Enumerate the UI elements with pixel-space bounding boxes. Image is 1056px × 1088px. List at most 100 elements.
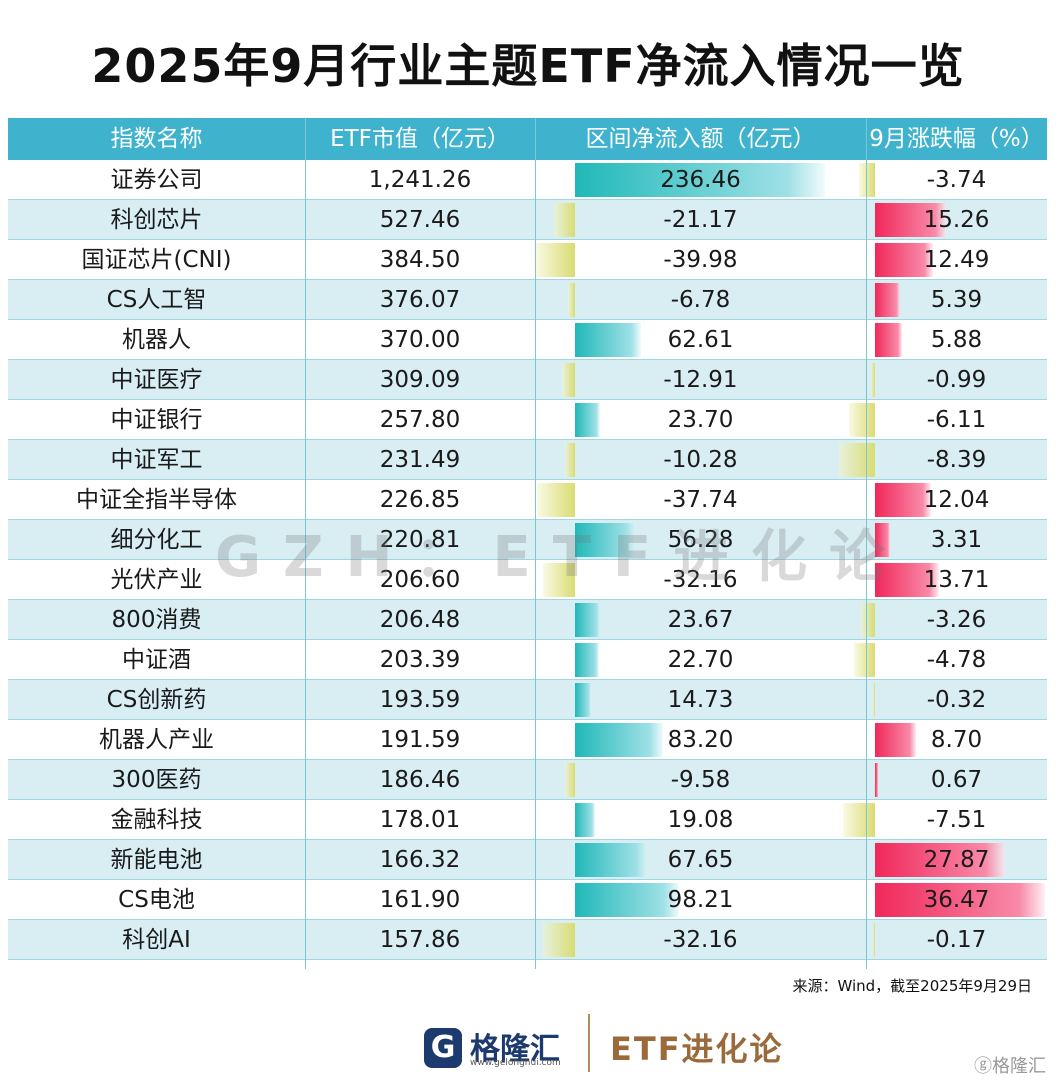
cell-change: 5.39 <box>866 280 1047 320</box>
net-inflow-bar <box>575 163 825 197</box>
cell-market-cap: 257.80 <box>379 407 461 433</box>
change-bar <box>875 243 934 277</box>
page-title: 2025年9月行业主题ETF净流入情况一览 <box>91 39 965 93</box>
net-inflow-bar <box>553 203 575 237</box>
table-row: 300医药 186.46 -9.58 0.67 <box>8 760 1047 800</box>
cell-name: 800消费 <box>111 607 202 633</box>
change-value: 13.71 <box>923 567 990 593</box>
net-inflow-bar <box>575 803 596 837</box>
cell-net-inflow: -37.74 <box>535 480 866 520</box>
header-net-inflow: 区间净流入额（亿元） <box>585 126 816 152</box>
cell-net-inflow: 22.70 <box>535 640 866 680</box>
cell-change: -3.26 <box>860 600 1047 640</box>
change-bar <box>848 403 875 437</box>
cell-net-inflow: -10.28 <box>535 440 866 480</box>
net-inflow-bar <box>565 763 575 797</box>
net-inflow-value: 14.73 <box>667 687 734 713</box>
cell-market-cap: 178.01 <box>379 807 461 833</box>
net-inflow-bar <box>537 483 575 517</box>
net-inflow-bar <box>575 643 599 677</box>
table-row: 细分化工 220.81 56.28 3.31 <box>8 520 1047 560</box>
net-inflow-bar <box>575 323 642 357</box>
change-bar <box>875 323 903 357</box>
change-value: -3.26 <box>926 607 987 633</box>
header-market-cap: ETF市值（亿元） <box>330 126 510 152</box>
cell-market-cap: 206.48 <box>379 607 461 633</box>
cell-market-cap: 527.46 <box>379 207 461 233</box>
table-row: 800消费 206.48 23.67 -3.26 <box>8 600 1047 640</box>
change-bar <box>873 923 875 957</box>
net-inflow-bar <box>575 843 647 877</box>
cell-name: 细分化工 <box>110 527 203 553</box>
cell-market-cap: 166.32 <box>379 847 461 873</box>
cell-market-cap: 161.90 <box>379 887 461 913</box>
net-inflow-bar <box>564 443 575 477</box>
net-inflow-value: 23.67 <box>667 607 734 633</box>
change-bar <box>838 443 875 477</box>
cell-change: 15.26 <box>866 200 1047 240</box>
cell-net-inflow: 23.70 <box>535 400 866 440</box>
net-inflow-value: -6.78 <box>670 287 731 313</box>
cell-net-inflow: -9.58 <box>535 760 866 800</box>
table-row: 机器人产业 191.59 83.20 8.70 <box>8 720 1047 760</box>
cell-name: CS创新药 <box>106 687 207 713</box>
cell-change: -4.78 <box>854 640 1047 680</box>
change-value: 3.31 <box>930 527 983 553</box>
cell-net-inflow: 23.67 <box>535 600 866 640</box>
gelonghui-logo-icon: G <box>424 1028 462 1068</box>
change-value: 0.67 <box>930 767 983 793</box>
change-value: 36.47 <box>923 887 990 913</box>
net-inflow-value: -32.16 <box>663 567 738 593</box>
net-inflow-value: -12.91 <box>663 367 738 393</box>
net-inflow-value: -10.28 <box>663 447 738 473</box>
table-row: 中证医疗 309.09 -12.91 -0.99 <box>8 360 1047 400</box>
cell-change: 8.70 <box>866 720 1047 760</box>
cell-name: 新能电池 <box>110 847 203 873</box>
change-value: 12.04 <box>923 487 990 513</box>
cell-net-inflow: 236.46 <box>535 160 866 200</box>
cell-change: 36.47 <box>866 880 1047 920</box>
change-bar <box>875 843 1005 877</box>
change-bar <box>875 723 916 757</box>
net-inflow-value: 19.08 <box>667 807 734 833</box>
logo-name: 格隆汇 <box>470 1032 560 1067</box>
cell-net-inflow: 56.28 <box>535 520 866 560</box>
cell-net-inflow: -39.98 <box>535 240 866 280</box>
cell-market-cap: 376.07 <box>379 287 461 313</box>
cell-change: 13.71 <box>866 560 1047 600</box>
net-inflow-bar <box>568 283 575 317</box>
table-row: 科创芯片 527.46 -21.17 15.26 <box>8 200 1047 240</box>
cell-name: 中证酒 <box>122 647 191 673</box>
net-inflow-value: -37.74 <box>663 487 738 513</box>
net-inflow-bar <box>535 243 575 277</box>
footer-divider <box>588 1014 590 1072</box>
source-note: 来源：Wind，截至2025年9月29日 <box>792 977 1032 995</box>
cell-name: 金融科技 <box>110 807 203 833</box>
cell-market-cap: 226.85 <box>379 487 461 513</box>
cell-change: 0.67 <box>866 760 1047 800</box>
cell-market-cap: 206.60 <box>379 567 461 593</box>
cell-change: 12.04 <box>866 480 1047 520</box>
table-row: 机器人 370.00 62.61 5.88 <box>8 320 1047 360</box>
cell-net-inflow: 62.61 <box>535 320 866 360</box>
table-row: 科创AI 157.86 -32.16 -0.17 <box>8 920 1047 960</box>
cell-name: 中证银行 <box>110 407 203 433</box>
change-bar <box>873 683 875 717</box>
net-inflow-bar <box>575 723 663 757</box>
header-name: 指数名称 <box>110 126 203 152</box>
net-inflow-value: 62.61 <box>667 327 734 353</box>
change-bar <box>875 283 901 317</box>
change-value: -8.39 <box>926 447 987 473</box>
cell-market-cap: 309.09 <box>379 367 461 393</box>
cell-net-inflow: 98.21 <box>535 880 866 920</box>
table-row: 中证银行 257.80 23.70 -6.11 <box>8 400 1047 440</box>
net-inflow-bar <box>542 923 575 957</box>
change-bar <box>875 203 947 237</box>
change-bar <box>870 363 875 397</box>
change-value: 5.88 <box>930 327 983 353</box>
cell-name: CS人工智 <box>106 287 207 313</box>
cell-name: 科创AI <box>122 927 191 953</box>
cell-net-inflow: -21.17 <box>535 200 866 240</box>
change-value: -7.51 <box>926 807 987 833</box>
cell-name: 科创芯片 <box>110 207 203 233</box>
